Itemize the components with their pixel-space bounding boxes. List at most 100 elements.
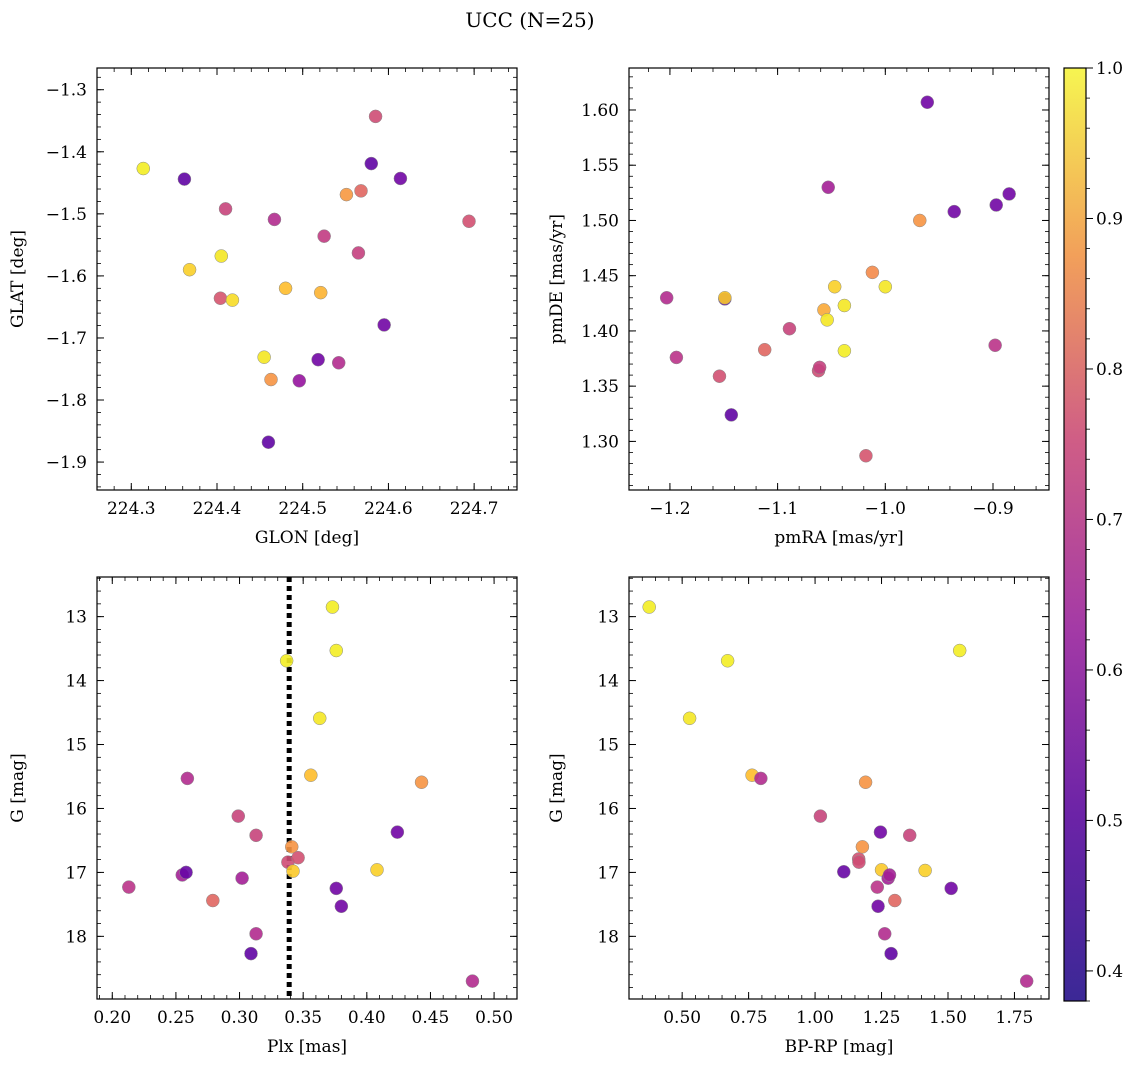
x-tick-label: 224.5: [278, 499, 327, 519]
data-point: [855, 840, 870, 854]
y-tick-label: 13: [597, 608, 619, 628]
x-axis-label: BP-RP [mag]: [785, 1037, 894, 1057]
data-point: [331, 356, 346, 370]
data-point: [827, 279, 842, 294]
y-tick-label: 1.55: [581, 156, 619, 176]
panel-1: 224.3 224.4 224.5 224.6 224.7 −1.9 −1.8 −1.7 −1.…: [8, 67, 518, 548]
y-tick-label: 17: [65, 863, 87, 883]
y-tick-label: 13: [65, 608, 87, 628]
data-point: [325, 600, 340, 614]
data-point: [261, 435, 276, 449]
data-point: [313, 285, 328, 300]
y-axis-label: G [mag]: [547, 753, 567, 822]
data-point: [317, 229, 331, 243]
data-point: [339, 187, 354, 202]
x-axis-label: pmRA [mas/yr]: [774, 528, 903, 548]
colorbar-tick-label: 0.4: [1096, 962, 1123, 982]
data-point: [393, 171, 408, 186]
data-point: [858, 775, 873, 789]
y-tick-label: 15: [597, 736, 619, 756]
data-point: [244, 946, 258, 961]
colorbar-tick-label: 0.9: [1096, 209, 1123, 229]
data-point: [952, 643, 967, 658]
x-tick-label: 1.50: [929, 1008, 967, 1028]
ticks: 0.50 0.75 1.00 1.25 1.50 1.75 13 14 15 16 17 18: [597, 577, 1049, 1028]
data-point: [136, 161, 151, 176]
y-tick-label: −1.5: [46, 205, 87, 225]
x-tick-label: 0.30: [221, 1008, 259, 1028]
data-point: [870, 880, 885, 894]
data-point: [284, 840, 299, 854]
ticks: 224.3 224.4 224.5 224.6 224.7 −1.9 −1.8 −1.7 −1.…: [46, 68, 517, 519]
data-point: [782, 321, 797, 336]
y-tick-label: 16: [65, 799, 87, 819]
x-axis-label: GLON [deg]: [255, 528, 359, 548]
data-point: [390, 825, 405, 839]
data-points: [659, 95, 1016, 463]
data-point: [182, 262, 197, 277]
y-tick-label: 1.60: [581, 101, 619, 121]
data-point: [311, 352, 325, 367]
plot-frame: [628, 67, 1050, 491]
data-point: [757, 342, 772, 357]
x-tick-label: 224.4: [193, 499, 242, 519]
data-point: [754, 771, 768, 786]
data-point: [888, 893, 902, 908]
data-point: [712, 369, 727, 383]
data-point: [852, 855, 866, 869]
colorbar: 0.4 0.5 0.6 0.7 0.8 0.9 1.0: [1063, 59, 1123, 1002]
y-tick-label: −1.9: [46, 453, 87, 473]
panel-4: 0.50 0.75 1.00 1.25 1.50 1.75 13 14 15 16 17 18 BP-R…: [547, 576, 1050, 1057]
data-point: [368, 109, 383, 124]
data-point: [235, 871, 249, 885]
data-point: [180, 771, 195, 786]
x-tick-label: 0.45: [412, 1008, 450, 1028]
data-point: [813, 809, 828, 823]
data-point: [231, 809, 246, 823]
x-tick-label: −1.1: [757, 499, 798, 519]
data-point: [877, 927, 892, 941]
data-points: [136, 109, 476, 449]
data-point: [351, 246, 366, 260]
x-tick-label: 0.75: [730, 1008, 768, 1028]
colorbar-tick-label: 0.8: [1096, 360, 1123, 380]
data-point: [837, 344, 852, 358]
data-point: [179, 865, 193, 880]
data-point: [902, 828, 917, 843]
y-tick-label: 16: [597, 799, 619, 819]
colorbar-tick-label: 0.7: [1096, 510, 1123, 530]
data-point: [659, 291, 674, 305]
x-tick-label: 0.50: [475, 1008, 513, 1028]
data-point: [291, 850, 305, 865]
x-tick-label: −0.9: [972, 499, 1013, 519]
data-point: [642, 600, 656, 614]
data-point: [257, 350, 271, 364]
data-point: [264, 372, 278, 387]
data-point: [878, 279, 893, 294]
data-point: [718, 291, 732, 305]
y-tick-label: 1.45: [581, 267, 619, 287]
data-point: [1002, 187, 1016, 201]
y-tick-label: −1.4: [46, 143, 87, 163]
data-point: [812, 360, 827, 375]
data-point: [720, 654, 735, 668]
y-tick-label: 1.35: [581, 377, 619, 397]
y-axis-label: GLAT [deg]: [8, 230, 28, 328]
y-tick-label: 1.40: [581, 322, 619, 342]
data-points: [642, 600, 1034, 988]
data-point: [312, 711, 327, 726]
y-tick-label: 1.50: [581, 211, 619, 231]
data-point: [414, 775, 429, 789]
data-point: [820, 313, 834, 327]
data-point: [225, 293, 240, 307]
data-point: [334, 899, 349, 914]
data-point: [724, 408, 739, 422]
x-tick-label: 0.40: [348, 1008, 386, 1028]
data-point: [682, 711, 697, 726]
data-point: [1019, 974, 1034, 988]
data-point: [669, 350, 684, 365]
data-point: [462, 214, 476, 229]
data-point: [918, 863, 932, 878]
data-point: [989, 198, 1003, 212]
data-point: [465, 974, 480, 988]
